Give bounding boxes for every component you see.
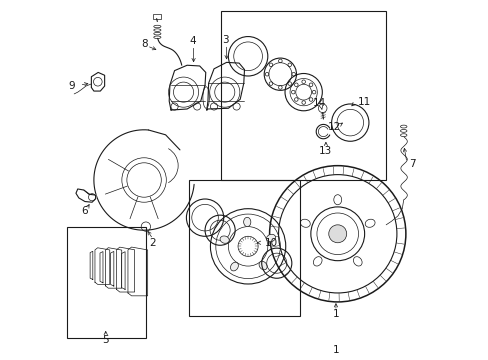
Polygon shape: [128, 247, 147, 296]
Text: 11: 11: [357, 97, 370, 107]
Ellipse shape: [353, 257, 362, 266]
Polygon shape: [91, 72, 104, 91]
Ellipse shape: [266, 234, 275, 242]
Ellipse shape: [220, 236, 229, 243]
Text: 1: 1: [332, 345, 339, 355]
Polygon shape: [206, 62, 244, 110]
Polygon shape: [100, 252, 103, 283]
Text: 1: 1: [332, 310, 339, 319]
Bar: [67, 226, 145, 338]
Polygon shape: [90, 251, 93, 279]
Text: 13: 13: [319, 145, 332, 156]
Text: 3: 3: [222, 35, 228, 45]
Bar: [153, 14, 160, 19]
Bar: [188, 180, 300, 316]
Text: 2: 2: [149, 238, 156, 248]
Text: 7: 7: [408, 159, 414, 169]
Circle shape: [328, 225, 346, 243]
Ellipse shape: [243, 217, 250, 227]
Polygon shape: [76, 189, 96, 202]
Bar: [221, 12, 386, 180]
Polygon shape: [95, 248, 109, 284]
Ellipse shape: [333, 195, 341, 205]
Ellipse shape: [300, 219, 309, 227]
Polygon shape: [110, 251, 114, 286]
Text: 5: 5: [102, 334, 109, 345]
Polygon shape: [121, 252, 125, 289]
Text: 14: 14: [312, 98, 326, 108]
Text: 9: 9: [68, 81, 75, 91]
Ellipse shape: [365, 219, 374, 227]
Text: 6: 6: [81, 206, 87, 216]
Ellipse shape: [259, 261, 266, 270]
Text: 8: 8: [141, 40, 147, 49]
Ellipse shape: [313, 257, 322, 266]
Polygon shape: [116, 247, 134, 292]
Ellipse shape: [230, 262, 238, 271]
Text: 12: 12: [327, 122, 341, 132]
Text: 4: 4: [189, 36, 195, 46]
Text: 10: 10: [265, 238, 278, 248]
Polygon shape: [169, 65, 205, 110]
Polygon shape: [105, 248, 122, 288]
